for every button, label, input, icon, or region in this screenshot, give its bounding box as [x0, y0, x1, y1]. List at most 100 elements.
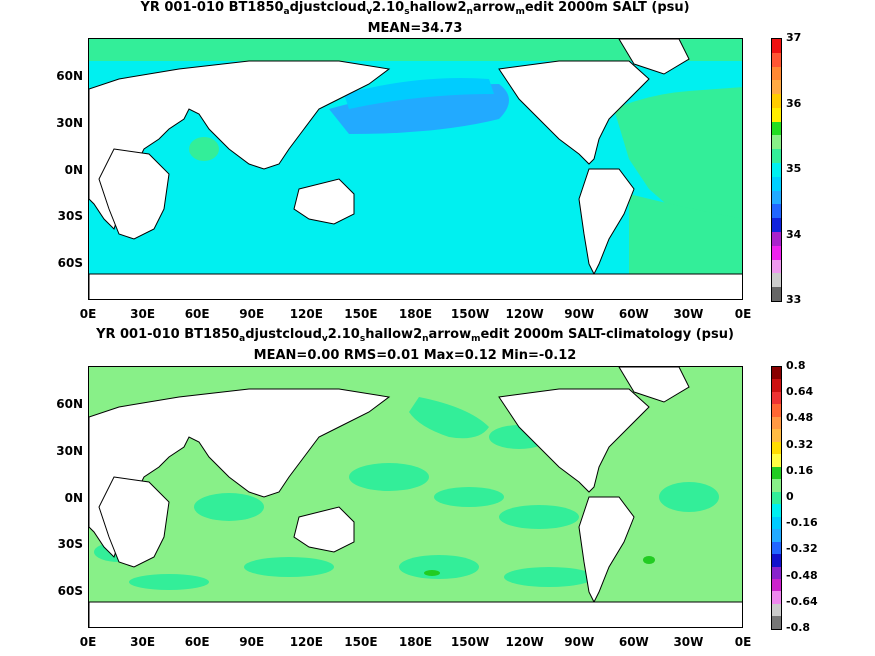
x-tick-label: 150E	[344, 635, 378, 649]
colorbar-label: 37	[786, 31, 802, 44]
y-tick-label: 0N	[64, 491, 83, 505]
colorbar-segment	[772, 94, 781, 108]
x-tick-label: 150W	[450, 635, 490, 649]
colorbar-label: -0.16	[786, 516, 818, 530]
colorbar-segment	[772, 149, 781, 164]
colorbar-segment	[772, 541, 781, 555]
title-segment: n	[466, 7, 473, 17]
y-tick-label: 60N	[56, 397, 83, 411]
panel2-colorbar	[771, 366, 782, 630]
x-tick-label: 60E	[184, 635, 210, 649]
colorbar-segment	[772, 121, 781, 136]
title-segment: s	[404, 7, 410, 17]
title-segment: YR 001-010 BT1850	[96, 327, 240, 342]
title-segment: m	[471, 334, 481, 344]
x-tick-label: 120W	[505, 635, 544, 649]
colorbar-label: -0.32	[786, 542, 818, 556]
colorbar-segment	[772, 80, 781, 95]
colorbar-segment	[772, 391, 781, 405]
colorbar-segment	[772, 566, 781, 579]
panel2-map	[88, 366, 743, 628]
colorbar-segment	[772, 441, 781, 455]
colorbar-label: -0.64	[786, 594, 818, 608]
antarctica	[89, 273, 742, 299]
x-tick-label: 120W	[505, 307, 544, 321]
x-tick-label: 0E	[734, 635, 752, 649]
panel1-title: YR 001-010 BT1850adjustcloudv2.10shallow…	[0, 0, 830, 17]
colorbar-segment	[772, 52, 781, 67]
x-tick-label: 30W	[673, 635, 704, 649]
colorbar-label: 34	[786, 227, 802, 241]
colorbar-segment	[772, 190, 781, 205]
title-segment: arrow	[428, 327, 472, 342]
colorbar-label: -0.48	[786, 568, 818, 582]
colorbar-segment	[772, 504, 781, 517]
x-tick-label: 120E	[289, 635, 323, 649]
panel2-stats: MEAN=0.00 RMS=0.01 Max=0.12 Min=-0.12	[253, 348, 577, 363]
title-segment: edit 2000m SALT (psu)	[524, 0, 690, 15]
x-tick-label: 180E	[398, 635, 433, 649]
title-segment: n	[422, 334, 429, 344]
y-tick-label: 60S	[57, 256, 83, 270]
colorbar-segment	[772, 516, 781, 530]
colorbar-label: 0.16	[786, 463, 814, 477]
colorbar-segment	[772, 416, 781, 430]
x-tick-label: 120E	[289, 307, 323, 321]
x-tick-label: 30E	[130, 635, 156, 649]
panel1-stats: MEAN=34.73	[367, 21, 463, 36]
y-tick-label: 30S	[57, 209, 83, 223]
colorbar-segment	[772, 245, 781, 260]
australia	[293, 178, 355, 225]
colorbar-segment	[772, 287, 781, 301]
x-tick-label: 90W	[564, 307, 595, 321]
colorbar-segment	[772, 479, 781, 492]
colorbar-segment	[772, 429, 781, 442]
y-tick-label: 30N	[56, 444, 83, 458]
x-tick-label: 90E	[239, 635, 265, 649]
title-segment: hallow2	[409, 0, 467, 15]
title-segment: arrow	[472, 0, 516, 15]
title-segment: a	[283, 7, 290, 17]
y-tick-label: 0N	[64, 163, 83, 177]
title-segment: v	[366, 7, 373, 17]
title-segment: YR 001-010 BT1850	[140, 0, 284, 15]
x-tick-label: 0E	[79, 635, 97, 649]
panel2-title: YR 001-010 BT1850adjustcloudv2.10shallow…	[0, 327, 830, 344]
colorbar-label: 0	[786, 490, 794, 503]
colorbar-segment	[772, 379, 781, 392]
panel1-map	[88, 38, 743, 300]
x-tick-label: 180E	[398, 307, 433, 321]
y-tick-label: 60S	[57, 584, 83, 598]
north-pacific-low	[329, 84, 509, 134]
title-segment: djustcloud	[245, 327, 322, 342]
title-segment: 2.10	[372, 0, 405, 15]
title-segment: v	[321, 334, 328, 344]
y-tick-label: 30N	[56, 116, 83, 130]
x-tick-label: 0E	[79, 307, 97, 321]
colorbar-segment	[772, 218, 781, 232]
colorbar-segment	[772, 231, 781, 246]
colorbar-segment	[772, 591, 781, 604]
x-tick-label: 60W	[618, 307, 649, 321]
colorbar-segment	[772, 454, 781, 467]
colorbar-segment	[772, 107, 781, 122]
colorbar-segment	[772, 529, 781, 542]
title-segment: edit 2000m SALT-climatology (psu)	[480, 327, 734, 342]
colorbar-label: 0.48	[786, 411, 814, 425]
africa-south	[98, 148, 170, 240]
y-tick-label: 30S	[57, 537, 83, 551]
colorbar-segment	[772, 204, 781, 219]
title-segment: m	[515, 7, 525, 17]
title-segment: a	[239, 334, 246, 344]
x-tick-label: 30E	[130, 307, 156, 321]
colorbar-label: 36	[786, 96, 802, 110]
colorbar-segment	[772, 176, 781, 191]
title-segment: djustcloud	[289, 0, 367, 15]
title-segment: hallow2	[365, 327, 423, 342]
y-tick-label: 60N	[56, 69, 83, 83]
x-tick-label: 30W	[673, 307, 704, 321]
colorbar-label: 0.32	[786, 437, 814, 451]
x-tick-label: 90W	[564, 635, 595, 649]
panel1-colorbar	[771, 38, 782, 302]
colorbar-label: -0.8	[786, 621, 811, 634]
